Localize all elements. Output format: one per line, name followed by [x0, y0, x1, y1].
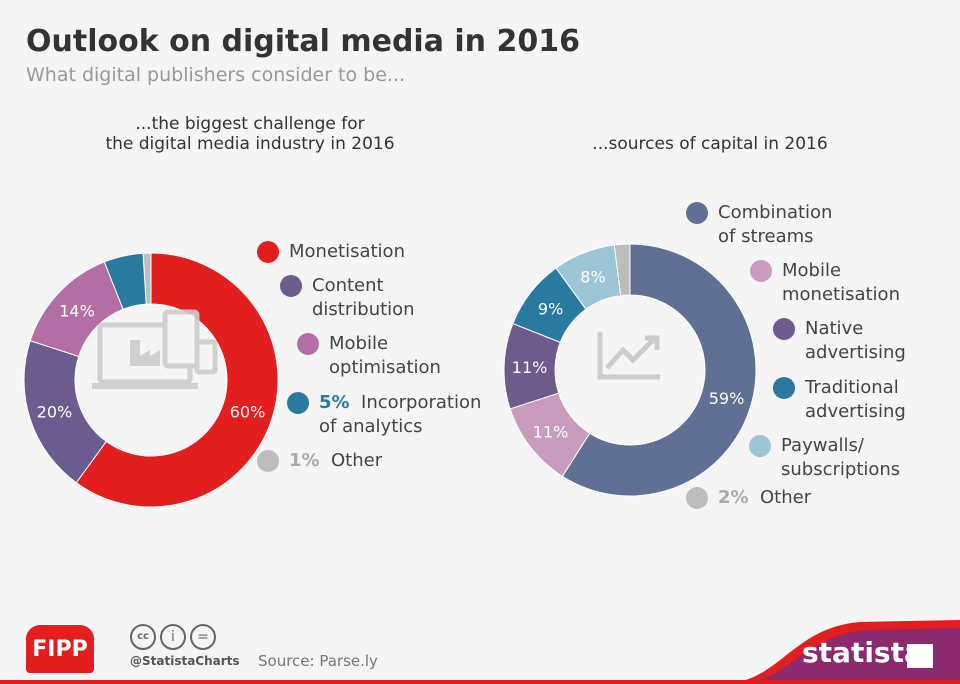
slice-monetisation: [75, 252, 279, 508]
legend-swatch: [686, 202, 708, 224]
slice-incorporation-of-analytics: [103, 252, 147, 310]
legend-item: Monetisation: [289, 241, 405, 262]
slice-native-advertising: [503, 322, 561, 410]
source: Source: Parse.ly: [258, 652, 378, 670]
trend-chart-icon: [597, 332, 660, 380]
slice-label: 11%: [512, 358, 548, 377]
chart-title: Outlook on digital media in 2016: [26, 24, 580, 59]
legend-item: 5% Incorporation of analytics: [319, 392, 482, 437]
legend-swatch: [773, 318, 795, 340]
slice-paywalls-subscriptions: [555, 244, 622, 311]
cc-license-icons: cc i =: [130, 624, 216, 650]
legend-swatch: [750, 260, 772, 282]
legend-swatch: [257, 450, 279, 472]
slice-label: 59%: [709, 389, 745, 408]
slice-label: 60%: [230, 402, 266, 421]
slice-label: 11%: [533, 423, 569, 442]
legend-item: Traditional advertising: [805, 377, 906, 422]
legend-swatch: [686, 487, 708, 509]
chart-subtitle: What digital publishers consider to be..…: [26, 64, 406, 86]
slice-label: 20%: [37, 402, 73, 421]
slice-label: 14%: [59, 302, 95, 321]
legend-swatch: [749, 435, 771, 457]
cc-icon: cc: [130, 624, 156, 650]
legend-swatch: [257, 241, 279, 263]
legend-item: Paywalls/subscriptions: [781, 435, 901, 480]
legend-item: Mobile monetisation: [782, 260, 900, 305]
slice-traditional-advertising: [512, 267, 587, 344]
legend-swatch: [773, 377, 795, 399]
slice-label: 9%: [538, 299, 563, 318]
device-icon: [92, 309, 218, 389]
left-title-line: ...the biggest challenge for: [135, 114, 365, 134]
legend-item: 2% Other: [718, 487, 812, 508]
legend-item: Native advertising: [805, 318, 906, 363]
left-chart-title: ...the biggest challenge for the digital…: [40, 114, 460, 154]
legend-item: Content distribution: [312, 275, 415, 320]
slice-content-distribution: [23, 340, 108, 484]
legend-swatch: [280, 275, 302, 297]
legend-item: Mobile optimisation: [329, 333, 441, 378]
statista-logo: statista: [802, 636, 923, 669]
attribution-icon: i: [160, 624, 186, 650]
legend-swatch: [287, 392, 309, 414]
left-title-line: the digital media industry in 2016: [105, 134, 395, 154]
no-derivatives-icon: =: [190, 624, 216, 650]
slice-mobile-optimisation: [29, 261, 124, 358]
legend-swatch: [297, 333, 319, 355]
right-title-line: ...sources of capital in 2016: [592, 134, 828, 154]
twitter-handle: @StatistaCharts: [130, 654, 240, 668]
slice-combination-of-streams: [561, 243, 757, 497]
right-chart-title: ...sources of capital in 2016: [520, 134, 900, 154]
legend-item: Combination of streams: [718, 202, 833, 247]
slice-label: 8%: [580, 268, 605, 287]
fipp-logo: FIPP: [26, 625, 94, 673]
legend-item: 1% Other: [289, 450, 383, 471]
statista-banner: [0, 620, 960, 684]
slice-mobile-monetisation: [509, 392, 591, 478]
statista-logo-icon: [907, 644, 933, 668]
